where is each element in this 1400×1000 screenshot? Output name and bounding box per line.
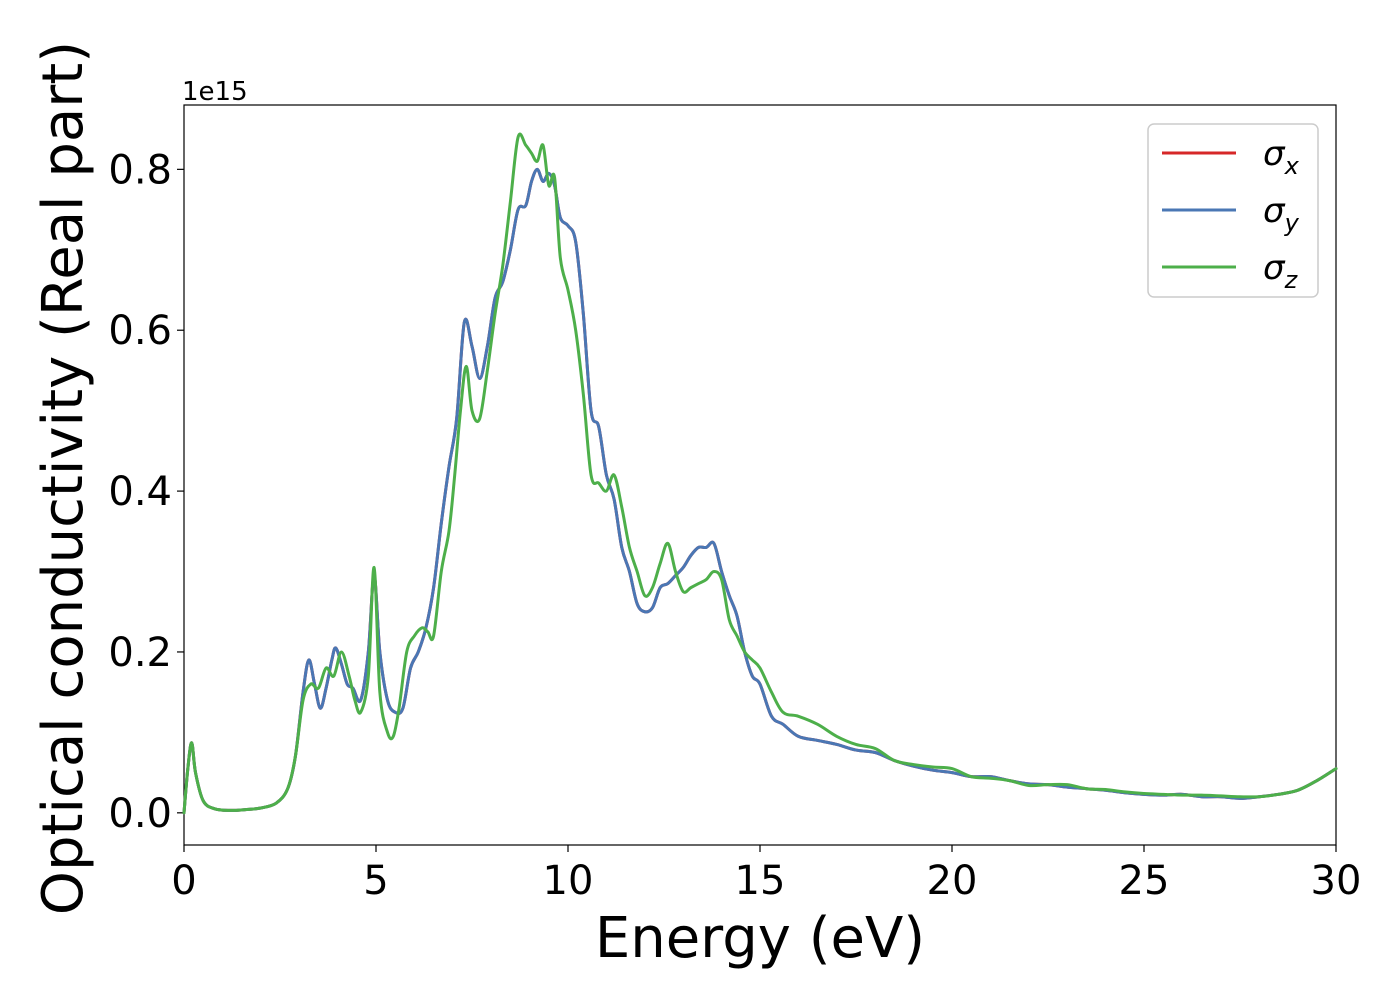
y-tick-label: 0.8	[108, 147, 172, 193]
legend-subscript: x	[1284, 152, 1300, 180]
legend-symbol: σ	[1263, 191, 1286, 231]
legend-label-y: σy	[1263, 191, 1300, 237]
series-line-z	[182, 132, 1338, 815]
y-axis: 0.0 0.2 0.4 0.6 0.8	[108, 147, 184, 837]
y-axis-title: Optical conductivity (Real part)	[31, 41, 96, 915]
x-tick-label: 20	[927, 858, 978, 904]
x-tick-label: 0	[171, 858, 196, 904]
legend-symbol: σ	[1263, 248, 1286, 288]
legend-subscript: y	[1284, 209, 1300, 237]
x-axis: 0 5 10 15 20 25 30	[171, 845, 1361, 904]
legend-subscript: z	[1284, 266, 1299, 294]
y-tick-label: 0.6	[108, 308, 172, 354]
legend-symbol: σ	[1263, 134, 1286, 174]
plot-frame	[183, 104, 1337, 846]
y-tick-label: 0.4	[108, 469, 172, 515]
x-tick-label: 15	[735, 858, 786, 904]
x-tick-label: 25	[1119, 858, 1170, 904]
y-tick-label: 0.2	[108, 630, 172, 676]
y-tick-label: 0.0	[108, 791, 172, 837]
x-tick-label: 5	[363, 858, 388, 904]
x-tick-label: 10	[543, 858, 594, 904]
series-line-y	[182, 167, 1338, 815]
x-tick-label: 30	[1311, 858, 1362, 904]
series-layer	[182, 132, 1338, 815]
y-axis-multiplier: 1e15	[182, 77, 248, 107]
legend-label-z: σz	[1263, 248, 1299, 294]
legend-label-x: σx	[1263, 134, 1300, 180]
x-axis-title: Energy (eV)	[595, 906, 925, 971]
